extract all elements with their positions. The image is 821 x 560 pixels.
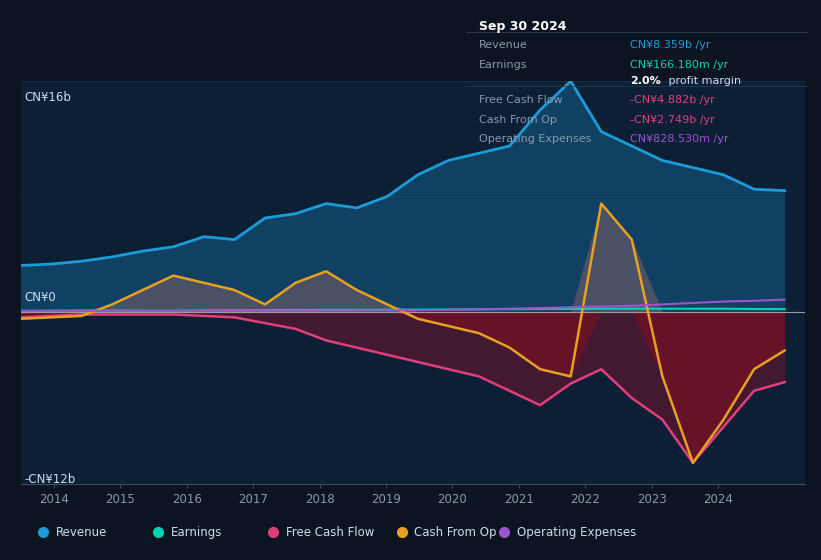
Text: Revenue: Revenue (479, 40, 528, 50)
Text: Earnings: Earnings (479, 59, 528, 69)
Text: Sep 30 2024: Sep 30 2024 (479, 20, 566, 33)
Text: CN¥16b: CN¥16b (25, 91, 71, 104)
Text: CN¥828.530m /yr: CN¥828.530m /yr (631, 134, 729, 144)
Text: CN¥0: CN¥0 (25, 291, 56, 305)
Text: -CN¥2.749b /yr: -CN¥2.749b /yr (631, 114, 715, 124)
Text: -CN¥12b: -CN¥12b (25, 473, 76, 486)
Text: Free Cash Flow: Free Cash Flow (287, 526, 374, 539)
Text: Operating Expenses: Operating Expenses (517, 526, 636, 539)
Text: Earnings: Earnings (171, 526, 222, 539)
Text: Revenue: Revenue (56, 526, 107, 539)
Text: CN¥8.359b /yr: CN¥8.359b /yr (631, 40, 711, 50)
Text: Cash From Op: Cash From Op (415, 526, 497, 539)
Text: Cash From Op: Cash From Op (479, 114, 557, 124)
Text: -CN¥4.882b /yr: -CN¥4.882b /yr (631, 95, 715, 105)
Text: Operating Expenses: Operating Expenses (479, 134, 592, 144)
Text: profit margin: profit margin (664, 76, 741, 86)
Text: CN¥166.180m /yr: CN¥166.180m /yr (631, 59, 728, 69)
Text: Free Cash Flow: Free Cash Flow (479, 95, 563, 105)
Text: 2.0%: 2.0% (631, 76, 661, 86)
